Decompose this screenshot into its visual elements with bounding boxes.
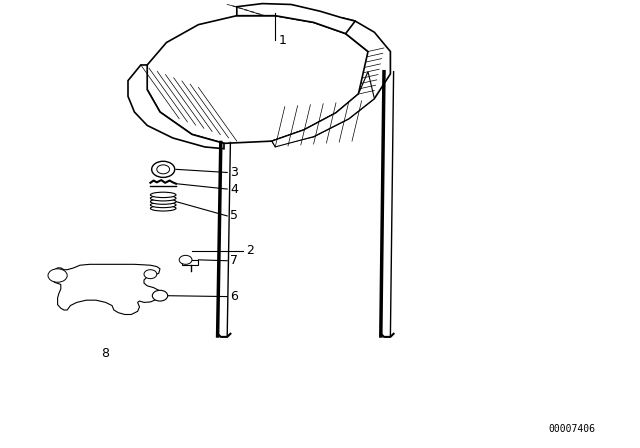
Ellipse shape: [150, 202, 176, 208]
Text: 1: 1: [278, 34, 286, 47]
Ellipse shape: [150, 192, 176, 198]
Bar: [182, 260, 198, 265]
Circle shape: [179, 255, 192, 264]
Text: 5: 5: [230, 209, 238, 223]
Text: 2: 2: [246, 244, 254, 258]
Polygon shape: [128, 65, 224, 149]
Text: 00007406: 00007406: [548, 424, 595, 434]
Ellipse shape: [150, 199, 176, 204]
Circle shape: [152, 161, 175, 177]
Circle shape: [144, 270, 157, 279]
Circle shape: [48, 269, 67, 282]
Text: 4: 4: [230, 182, 238, 196]
Polygon shape: [237, 4, 355, 34]
Text: 7: 7: [230, 254, 238, 267]
Polygon shape: [272, 18, 390, 146]
Circle shape: [152, 290, 168, 301]
Text: 6: 6: [230, 290, 238, 303]
Polygon shape: [51, 264, 160, 314]
Polygon shape: [272, 72, 374, 147]
Polygon shape: [147, 16, 371, 143]
Text: 3: 3: [230, 166, 238, 179]
Ellipse shape: [150, 196, 176, 201]
Circle shape: [157, 165, 170, 174]
Text: 8: 8: [102, 347, 109, 361]
Ellipse shape: [150, 206, 176, 211]
